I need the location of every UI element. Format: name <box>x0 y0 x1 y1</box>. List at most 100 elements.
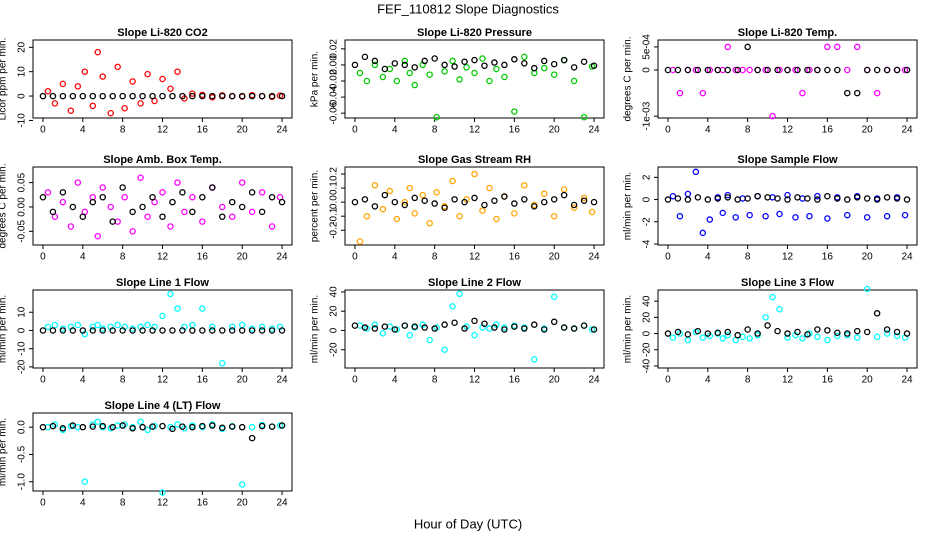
point <box>74 179 82 186</box>
x-tick-label: 24 <box>901 125 913 136</box>
point <box>199 305 206 312</box>
point <box>258 189 266 196</box>
point <box>431 200 438 207</box>
point <box>419 191 426 199</box>
point <box>844 89 851 97</box>
point <box>901 211 909 219</box>
point <box>814 66 821 74</box>
point <box>794 328 801 336</box>
point <box>174 68 181 75</box>
point <box>89 421 97 428</box>
point <box>149 423 156 430</box>
point <box>238 321 246 329</box>
point <box>590 62 598 69</box>
point <box>248 434 256 442</box>
point <box>228 198 236 206</box>
point <box>431 325 438 332</box>
point <box>903 66 911 74</box>
point <box>853 43 861 51</box>
point <box>762 66 769 74</box>
point <box>114 63 121 71</box>
point <box>451 63 458 70</box>
point <box>550 318 558 326</box>
point <box>481 201 488 209</box>
point <box>276 422 284 429</box>
point <box>456 212 463 220</box>
plot-frame <box>32 166 293 246</box>
x-tick-label: 20 <box>237 125 249 136</box>
x-tick-label: 8 <box>120 252 126 263</box>
point <box>570 204 578 212</box>
y-axis-label: kPa per min. <box>310 51 321 107</box>
point <box>149 327 156 334</box>
point <box>776 210 783 218</box>
point <box>268 92 276 100</box>
y-tick-label: -0.5 <box>17 445 28 463</box>
point <box>371 57 379 65</box>
point <box>521 182 528 189</box>
point <box>824 215 831 222</box>
point <box>381 323 389 330</box>
point <box>873 333 881 341</box>
x-tick-label: 24 <box>276 125 288 136</box>
point <box>893 332 901 340</box>
point <box>699 229 707 237</box>
point <box>401 198 409 206</box>
x-tick-label: 12 <box>469 125 481 136</box>
point <box>199 422 206 430</box>
point <box>684 190 692 198</box>
point <box>676 89 684 97</box>
point <box>844 196 851 203</box>
panel: Slope Gas Stream RH percent per min. 0 4 8 12… <box>310 154 605 263</box>
point <box>873 196 881 203</box>
point <box>371 203 379 210</box>
x-tick-label: 12 <box>157 125 169 136</box>
point <box>491 324 498 331</box>
x-axis-label: Hour of Day (UTC) <box>414 516 522 531</box>
panel: Slope Line 1 Flow ml/min per min. 0 4 8 12 16 2… <box>0 277 293 386</box>
point <box>550 293 558 300</box>
point <box>834 332 841 340</box>
x-tick-label: 0 <box>665 252 671 263</box>
point <box>588 326 596 333</box>
point <box>694 66 702 74</box>
point <box>179 423 186 430</box>
point <box>79 213 87 220</box>
point <box>69 203 77 211</box>
point <box>834 329 841 336</box>
y-tick-label: 20 <box>642 311 653 323</box>
x-tick-label: 16 <box>509 252 521 263</box>
point <box>471 170 478 178</box>
plot-frame <box>657 166 918 246</box>
point <box>351 61 359 69</box>
point <box>139 423 146 431</box>
point <box>169 425 176 433</box>
point <box>706 216 714 223</box>
point <box>883 194 891 201</box>
point <box>219 213 226 220</box>
point <box>694 327 702 335</box>
point <box>79 423 87 431</box>
point <box>521 325 528 332</box>
x-tick-label: 24 <box>901 375 913 386</box>
point <box>268 193 276 201</box>
point <box>228 423 236 430</box>
panel-title: Slope Line 2 Flow <box>428 277 521 289</box>
point <box>762 314 769 321</box>
x-tick-label: 4 <box>80 125 86 136</box>
point <box>109 218 116 225</box>
point <box>724 43 731 51</box>
y-tick-label: -1e-03 <box>642 101 653 130</box>
point <box>278 422 286 429</box>
point <box>199 327 206 334</box>
point <box>89 102 97 110</box>
point <box>174 179 181 186</box>
point <box>228 327 236 334</box>
y-tick-label: -1.0 <box>17 473 28 491</box>
point <box>159 422 166 430</box>
point <box>381 191 389 199</box>
point <box>588 208 596 216</box>
point <box>189 423 196 431</box>
point <box>481 320 488 327</box>
